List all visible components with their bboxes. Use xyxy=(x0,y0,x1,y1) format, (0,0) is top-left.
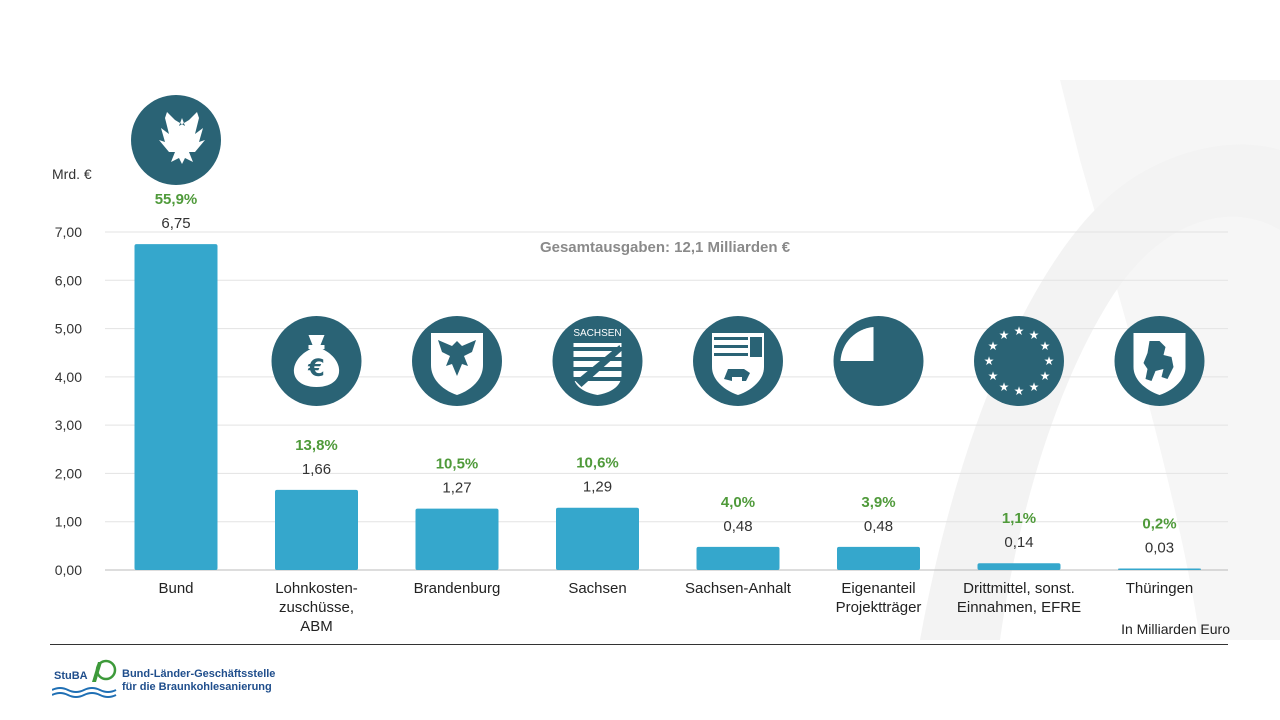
bar xyxy=(275,489,358,570)
unit-note: In Milliarden Euro xyxy=(1121,621,1230,637)
svg-text:★: ★ xyxy=(1014,384,1025,398)
federal-eagle-icon xyxy=(131,95,221,185)
bar-share-label: 4,0% xyxy=(721,494,755,511)
y-axis-unit-label: Mrd. € xyxy=(52,166,92,182)
bar-value-label: 0,48 xyxy=(864,518,893,535)
bar-value-label: 1,66 xyxy=(302,461,331,478)
bar-value-label: 0,03 xyxy=(1145,540,1174,557)
svg-text:★: ★ xyxy=(1044,354,1055,368)
x-tick-label: Drittmittel, sonst. Einnahmen, EFRE xyxy=(957,580,1081,616)
bar-share-label: 10,6% xyxy=(576,455,619,472)
logo-abbreviation: StuBA xyxy=(54,670,88,682)
bar-value-label: 1,27 xyxy=(442,480,471,497)
svg-text:★: ★ xyxy=(1029,328,1040,342)
bar xyxy=(134,244,218,571)
bar xyxy=(415,508,499,570)
x-tick-label: Bund xyxy=(158,580,193,597)
svg-text:★: ★ xyxy=(988,369,999,383)
y-tick-label: 2,00 xyxy=(55,465,82,481)
bar xyxy=(696,546,780,570)
x-tick-label: Sachsen-Anhalt xyxy=(685,580,792,597)
svg-text:★: ★ xyxy=(1029,380,1040,394)
brandenburg-eagle-icon xyxy=(412,316,502,406)
bar xyxy=(837,546,920,570)
bar xyxy=(977,563,1061,570)
bar-share-label: 3,9% xyxy=(861,494,895,511)
y-tick-label: 7,00 xyxy=(55,224,82,240)
svg-text:★: ★ xyxy=(1014,324,1025,338)
svg-text:★: ★ xyxy=(999,328,1010,342)
footer-divider xyxy=(50,644,1228,645)
svg-text:★: ★ xyxy=(1040,369,1051,383)
logo-organization-name: Bund-Länder-Geschäftsstelle für die Brau… xyxy=(122,668,275,694)
bar-share-label: 1,1% xyxy=(1002,510,1036,527)
bar-share-label: 13,8% xyxy=(295,437,338,454)
thueringen-lion-icon xyxy=(1114,316,1205,406)
y-tick-label: 6,00 xyxy=(55,272,82,288)
bar-value-label: 6,75 xyxy=(161,215,190,232)
bar-value-label: 1,29 xyxy=(583,479,612,496)
svg-text:€: € xyxy=(307,354,325,382)
svg-text:★: ★ xyxy=(984,354,995,368)
stuba-logo: StuBA Bund-Länder-Geschäftsstelle für di… xyxy=(51,656,292,700)
svg-text:★: ★ xyxy=(1040,339,1051,353)
svg-text:★: ★ xyxy=(999,380,1010,394)
bar xyxy=(1118,568,1201,570)
x-tick-label: Eigenanteil Projektträger xyxy=(836,580,922,616)
sachsen-crest-icon: SACHSEN xyxy=(552,316,643,406)
stuba-logo-graphic xyxy=(51,659,117,698)
pie-slice-icon xyxy=(833,316,924,406)
svg-text:SACHSEN: SACHSEN xyxy=(573,328,621,339)
bar-value-label: 0,48 xyxy=(723,518,752,535)
x-tick-label: Sachsen xyxy=(568,580,626,597)
logo-name-line2: für die Braunkohlesanierung xyxy=(122,681,272,693)
logo-name-line1: Bund-Länder-Geschäftsstelle xyxy=(122,668,276,680)
sachsen-anhalt-crest-icon xyxy=(693,316,783,406)
x-tick-label: Brandenburg xyxy=(414,580,501,597)
bar-value-label: 0,14 xyxy=(1004,534,1033,551)
bar-share-label: 55,9% xyxy=(155,191,198,208)
bar-share-label: 10,5% xyxy=(436,456,479,473)
x-tick-label: Thüringen xyxy=(1126,580,1194,597)
bar-share-label: 0,2% xyxy=(1142,516,1176,533)
eu-stars-icon: ★ ★★★★★★★★★★★ xyxy=(974,316,1064,406)
y-tick-label: 3,00 xyxy=(55,417,82,433)
y-tick-label: 4,00 xyxy=(55,369,82,385)
y-tick-label: 0,00 xyxy=(55,562,82,578)
total-expenditure-annotation: Gesamtausgaben: 12,1 Milliarden € xyxy=(539,239,791,256)
x-tick-label: Lohnkosten-zuschüsse, ABM xyxy=(275,580,358,635)
y-tick-label: 5,00 xyxy=(55,321,82,337)
y-tick-label: 1,00 xyxy=(55,514,82,530)
svg-text:★: ★ xyxy=(988,339,999,353)
bar xyxy=(556,507,639,570)
money-bag-euro-icon: € xyxy=(271,316,362,406)
